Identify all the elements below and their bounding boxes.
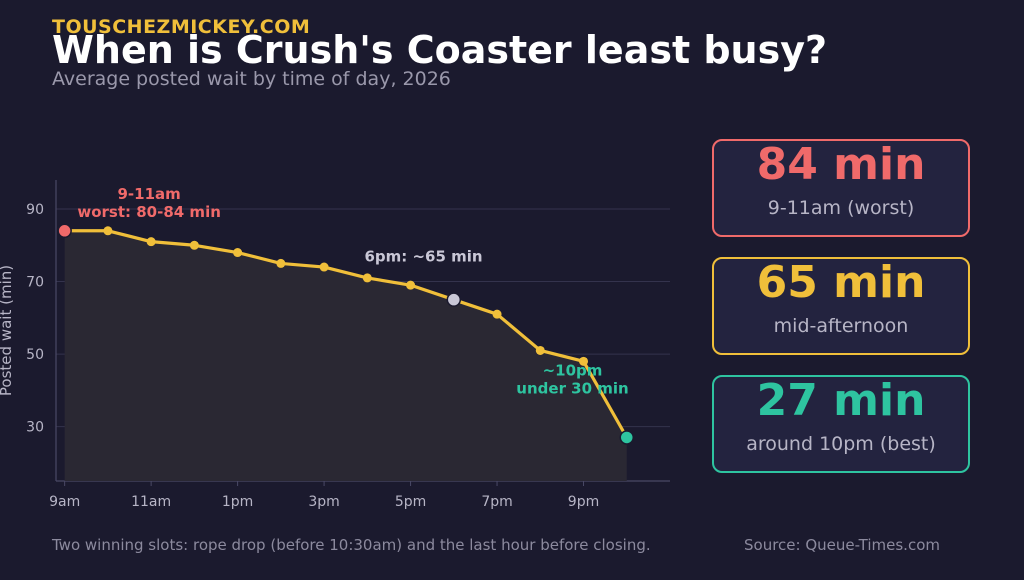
- y-tick-label: 90: [26, 202, 44, 218]
- stat-card-best: 27 min around 10pm (best): [712, 375, 970, 473]
- chart-subtitle: Average posted wait by time of day, 2026: [52, 68, 451, 90]
- data-point: [406, 280, 416, 290]
- y-tick-label: 50: [26, 347, 44, 363]
- annotation-best: ~10pm: [543, 361, 603, 379]
- area-fill: [64, 230, 627, 481]
- data-point: [103, 226, 113, 236]
- data-point: [492, 309, 502, 319]
- chart-title: When is Crush's Coaster least busy?: [52, 28, 828, 72]
- x-tick-label: 9pm: [568, 494, 599, 510]
- highlight-point-mid: [446, 292, 462, 307]
- data-point: [319, 262, 329, 272]
- footer-source: Source: Queue-Times.com: [744, 536, 940, 554]
- data-point: [189, 240, 199, 250]
- series-line: [64, 229, 629, 439]
- y-tick-label: 30: [26, 420, 44, 436]
- x-tick-label: 3pm: [308, 494, 339, 510]
- stat-card-mid: 65 min mid-afternoon: [712, 257, 970, 355]
- stat-value-best: 27 min: [756, 375, 926, 426]
- stat-value-mid: 65 min: [756, 257, 926, 308]
- data-point: [276, 258, 286, 268]
- x-tick-label: 11am: [131, 494, 171, 510]
- footer-note: Two winning slots: rope drop (before 10:…: [52, 536, 651, 554]
- highlight-point-worst: [57, 223, 72, 239]
- annotation-worst: 9-11am: [117, 185, 180, 203]
- y-tick-label: 70: [26, 275, 44, 291]
- x-tick-label: 7pm: [481, 494, 512, 510]
- x-tick-label: 1pm: [222, 494, 253, 510]
- stat-label-best: around 10pm (best): [746, 433, 936, 455]
- data-point: [579, 356, 589, 366]
- y-axis-label: Posted wait (min): [0, 265, 15, 396]
- stat-label-mid: mid-afternoon: [773, 315, 909, 337]
- annotation-best: under 30 min: [516, 379, 628, 397]
- data-point: [233, 248, 243, 258]
- x-tick-label: 9am: [49, 494, 80, 510]
- highlight-point-best: [619, 430, 635, 445]
- stat-card-worst: 84 min 9-11am (worst): [712, 139, 970, 237]
- stat-label-worst: 9-11am (worst): [767, 197, 915, 219]
- x-tick-label: 5pm: [395, 494, 426, 510]
- brand-label: TOUSCHEZMICKEY.COM: [52, 16, 311, 38]
- wait-time-chart: 30 50 70 90 9am 11am 1pm 3pm 5pm 7pm 9pm Posted wai…: [0, 180, 670, 510]
- stat-value-worst: 84 min: [756, 139, 926, 190]
- data-point: [362, 273, 372, 283]
- annotation-mid: 6pm: ~65 min: [364, 248, 482, 266]
- annotation-worst: worst: 80-84 min: [77, 203, 221, 221]
- data-point: [146, 237, 156, 247]
- data-point: [535, 345, 545, 355]
